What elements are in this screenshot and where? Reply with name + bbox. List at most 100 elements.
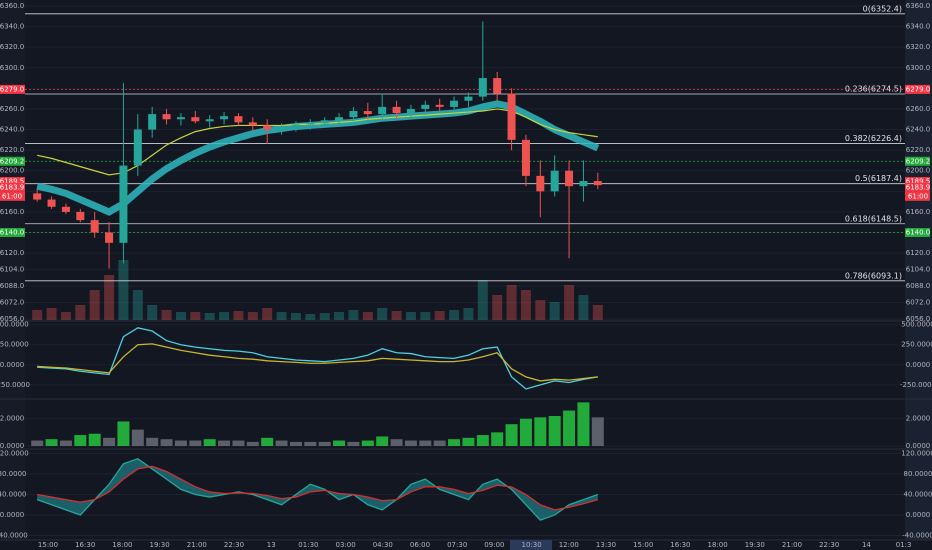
band-fill bbox=[37, 458, 598, 521]
y-tick-label: 120.0000 bbox=[0, 450, 29, 458]
y-tick-label: 0.0000 bbox=[906, 442, 931, 450]
volume-bar bbox=[319, 313, 330, 320]
histogram-bar bbox=[361, 440, 374, 446]
histogram-bar bbox=[563, 410, 576, 446]
x-tick-label: 15:00 bbox=[38, 541, 58, 549]
volume-bar bbox=[204, 313, 215, 320]
volume-bar bbox=[104, 275, 115, 320]
histogram-bar bbox=[591, 417, 604, 446]
fib-label: 0.5(6187.4) bbox=[855, 174, 902, 183]
histogram-bar bbox=[203, 439, 216, 446]
price-tag-label: 6140.0 bbox=[906, 229, 931, 237]
volume-bar bbox=[247, 312, 258, 320]
y-tick-label: 6340.0 bbox=[906, 23, 931, 31]
ribbon bbox=[36, 100, 600, 216]
histogram-bar bbox=[45, 439, 58, 446]
y-tick-label: 6160.0 bbox=[906, 208, 931, 216]
histogram-bar bbox=[577, 402, 590, 446]
histogram-bar bbox=[347, 441, 360, 446]
candle-body bbox=[521, 139, 530, 176]
y-tick-label: 2.0000 bbox=[906, 415, 931, 423]
y-tick-label: 6104.0 bbox=[0, 266, 24, 274]
volume-bar bbox=[564, 285, 575, 320]
histogram-bar bbox=[462, 437, 475, 446]
candle-body bbox=[90, 220, 99, 233]
histogram-bar bbox=[333, 440, 346, 446]
y-tick-label: -250.0000 bbox=[0, 381, 30, 389]
histogram-bar bbox=[304, 441, 317, 446]
volume-bar bbox=[549, 302, 560, 320]
price-tag bbox=[905, 182, 930, 192]
histogram-bar bbox=[103, 437, 116, 446]
volume-bar bbox=[190, 312, 201, 320]
candle-body bbox=[507, 93, 516, 140]
candle-body bbox=[248, 122, 257, 126]
candle-body bbox=[119, 165, 128, 243]
y-tick-label: 6072.0 bbox=[906, 299, 931, 307]
x-tick-label: 09:00 bbox=[484, 541, 504, 549]
volume-bar bbox=[405, 312, 416, 320]
candle-body bbox=[565, 170, 574, 187]
volume-bar bbox=[262, 308, 273, 320]
y-tick-label: 80.0000 bbox=[0, 470, 26, 478]
price-tag bbox=[0, 177, 25, 187]
histogram-bar bbox=[146, 437, 159, 446]
x-tick-label: 04:30 bbox=[373, 541, 393, 549]
volume-bar bbox=[147, 305, 158, 320]
indicator-line bbox=[37, 343, 598, 382]
histogram-bar bbox=[476, 435, 489, 446]
y-tick-label: 6120.0 bbox=[0, 249, 24, 257]
histogram-bar bbox=[31, 440, 44, 446]
candle-body bbox=[464, 96, 473, 101]
y-tick-label: 40.0000 bbox=[0, 491, 26, 499]
price-tag-label: 6189.5 bbox=[906, 178, 931, 186]
price-tag bbox=[0, 84, 25, 94]
candle-body bbox=[378, 106, 387, 115]
y-tick-label: -40.0000 bbox=[902, 531, 932, 539]
y-tick-label: 6260.0 bbox=[906, 105, 931, 113]
fib-label: 0.786(6093.1) bbox=[845, 271, 902, 280]
volume-bar bbox=[334, 312, 345, 320]
volume-bar bbox=[132, 290, 143, 320]
candle-body bbox=[349, 111, 358, 118]
fib-label: 0.618(6148.5) bbox=[845, 214, 902, 223]
candle-body bbox=[47, 199, 56, 207]
y-tick-label: 6240.0 bbox=[906, 126, 931, 134]
y-tick-label: 250.0000 bbox=[901, 341, 932, 349]
countdown-tag bbox=[0, 191, 25, 201]
candle-body bbox=[263, 125, 272, 130]
price-tag bbox=[905, 228, 930, 238]
volume-bar bbox=[506, 285, 517, 320]
x-tick-label: 16:30 bbox=[75, 541, 95, 549]
y-tick-label: 6320.0 bbox=[0, 43, 24, 51]
volume-bar bbox=[75, 305, 86, 320]
x-tick-label: 13 bbox=[267, 541, 276, 549]
volume-bar bbox=[449, 310, 460, 320]
y-tick-label: 80.0000 bbox=[904, 470, 932, 478]
y-tick-label: 0.0000 bbox=[0, 511, 24, 519]
price-tag bbox=[905, 177, 930, 187]
x-tick-label: 22:30 bbox=[819, 541, 839, 549]
y-tick-label: 0.0000 bbox=[0, 442, 24, 450]
countdown: 61:00 bbox=[908, 192, 928, 200]
volume-bar bbox=[161, 310, 172, 320]
price-tag bbox=[905, 156, 930, 166]
candle-body bbox=[133, 129, 142, 166]
countdown-tag bbox=[905, 191, 930, 201]
histogram-bar bbox=[404, 440, 417, 446]
y-tick-label: 6120.0 bbox=[906, 249, 931, 257]
x-tick-label: 22:30 bbox=[224, 541, 244, 549]
histogram-bar bbox=[131, 429, 144, 446]
histogram-bar bbox=[261, 437, 274, 446]
histogram-bar bbox=[88, 433, 101, 446]
y-tick-label: 40.0000 bbox=[904, 491, 932, 499]
y-tick-label: 0.0000 bbox=[0, 361, 24, 369]
histogram-bar bbox=[318, 441, 331, 446]
candle-body bbox=[335, 117, 344, 121]
volume-bar bbox=[391, 311, 402, 320]
histogram-bar bbox=[376, 436, 389, 446]
price-tag-label: 6183.9 bbox=[0, 183, 24, 191]
countdown: 61:00 bbox=[2, 192, 22, 200]
